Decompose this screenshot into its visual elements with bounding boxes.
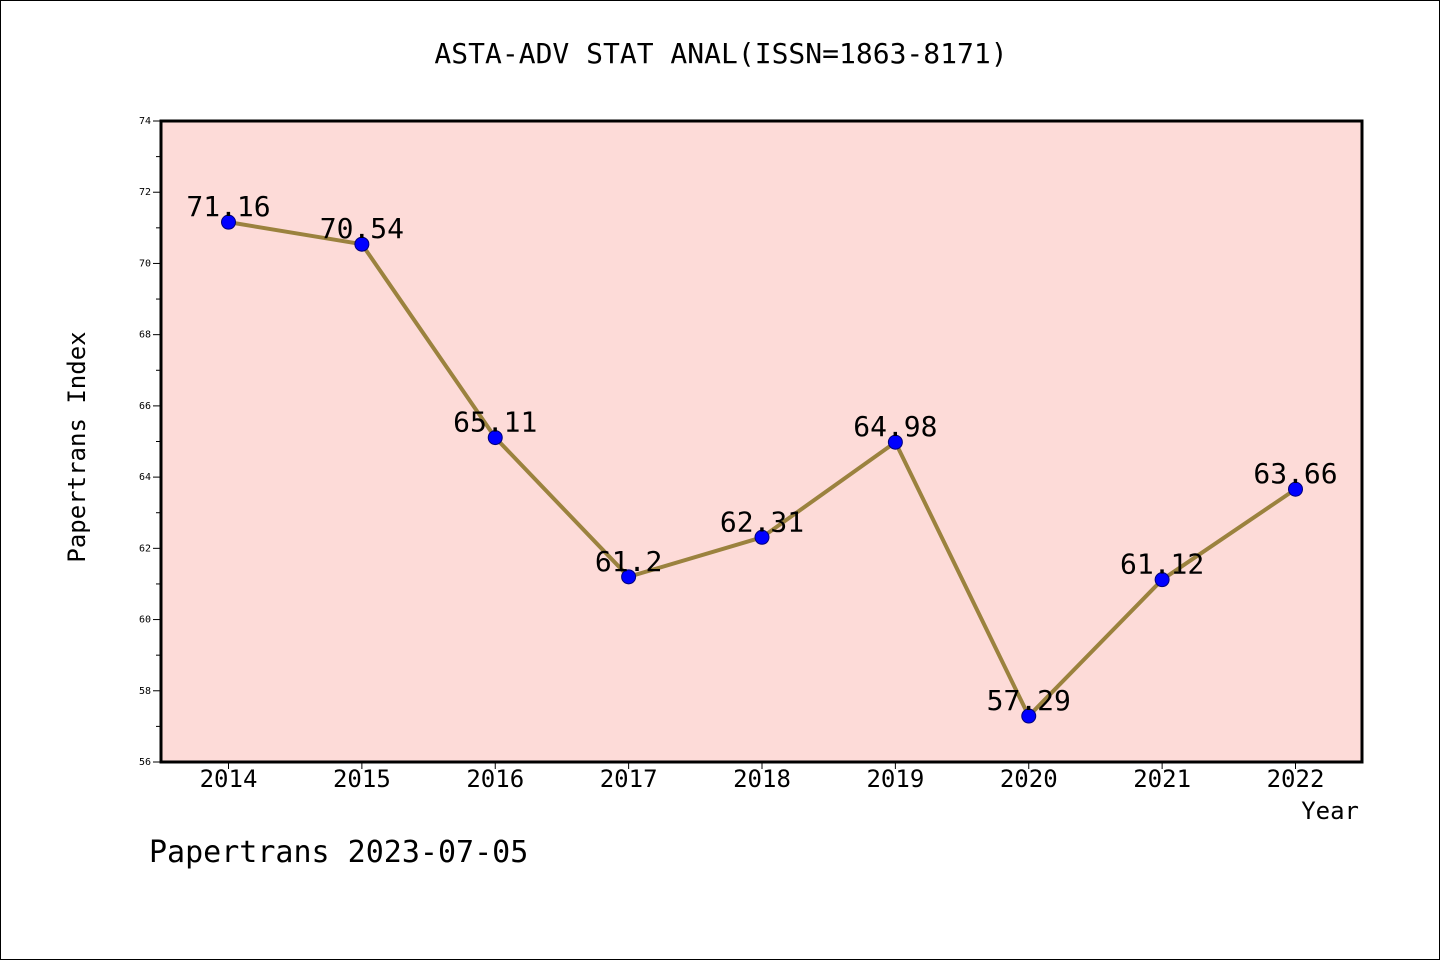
- data-label: 61.2: [595, 545, 662, 578]
- y-tick-label: 68: [139, 330, 151, 341]
- data-label: 70.54: [320, 212, 404, 245]
- data-label: 63.66: [1253, 457, 1337, 490]
- data-labels: 71.16 70.54 65.11 61.2 62.31 64.98 57.29 61.12 6…: [186, 190, 1337, 717]
- data-point: [754, 529, 770, 545]
- data-point: [221, 214, 236, 230]
- data-label: 65.11: [453, 406, 537, 439]
- footer-date: Papertrans 2023-07-05: [149, 835, 529, 870]
- data-point: [1021, 708, 1037, 724]
- data-label: 61.12: [1120, 548, 1204, 581]
- plot-background: [161, 121, 1362, 762]
- data-point: [1288, 481, 1303, 497]
- data-label: 57.29: [987, 684, 1071, 717]
- chart-title: ASTA-ADV STAT ANAL(ISSN=1863-8171): [434, 37, 1008, 70]
- y-tick-label: 72: [139, 187, 151, 198]
- data-label: 62.31: [720, 505, 804, 538]
- x-tick-label: 2022: [1267, 765, 1325, 793]
- x-tick-label: 2014: [200, 765, 258, 793]
- x-tick-label: 2019: [866, 765, 924, 793]
- x-axis: 2014 2015 2016 2017 2018 2019 2020 2021 2022: [200, 762, 1325, 793]
- y-tick-label: 66: [139, 401, 151, 412]
- y-tick-label: 62: [139, 543, 151, 554]
- y-tick-label: 58: [139, 686, 151, 697]
- data-point: [487, 430, 503, 446]
- y-tick-label: 60: [139, 615, 151, 626]
- data-point: [621, 569, 637, 585]
- x-tick-label: 2018: [733, 765, 791, 793]
- x-axis-label: Year: [1301, 797, 1359, 825]
- data-label: 64.98: [853, 410, 937, 443]
- x-tick-label: 2015: [333, 765, 391, 793]
- x-tick-label: 2016: [466, 765, 524, 793]
- y-axis: 56 58 60 62 64 66 68 70 72 74: [139, 116, 161, 768]
- data-point: [354, 236, 370, 252]
- data-label: 71.16: [186, 190, 270, 223]
- data-point: [1154, 572, 1170, 588]
- y-tick-label: 70: [139, 258, 151, 269]
- y-tick-label: 56: [139, 757, 151, 768]
- x-tick-label: 2020: [1000, 765, 1058, 793]
- data-markers: [221, 214, 1303, 724]
- plot-border: [159, 119, 1364, 764]
- data-point: [887, 434, 903, 450]
- x-tick-label: 2021: [1133, 765, 1191, 793]
- x-tick-label: 2017: [600, 765, 658, 793]
- y-tick-label: 74: [139, 116, 151, 127]
- y-tick-label: 64: [139, 472, 151, 483]
